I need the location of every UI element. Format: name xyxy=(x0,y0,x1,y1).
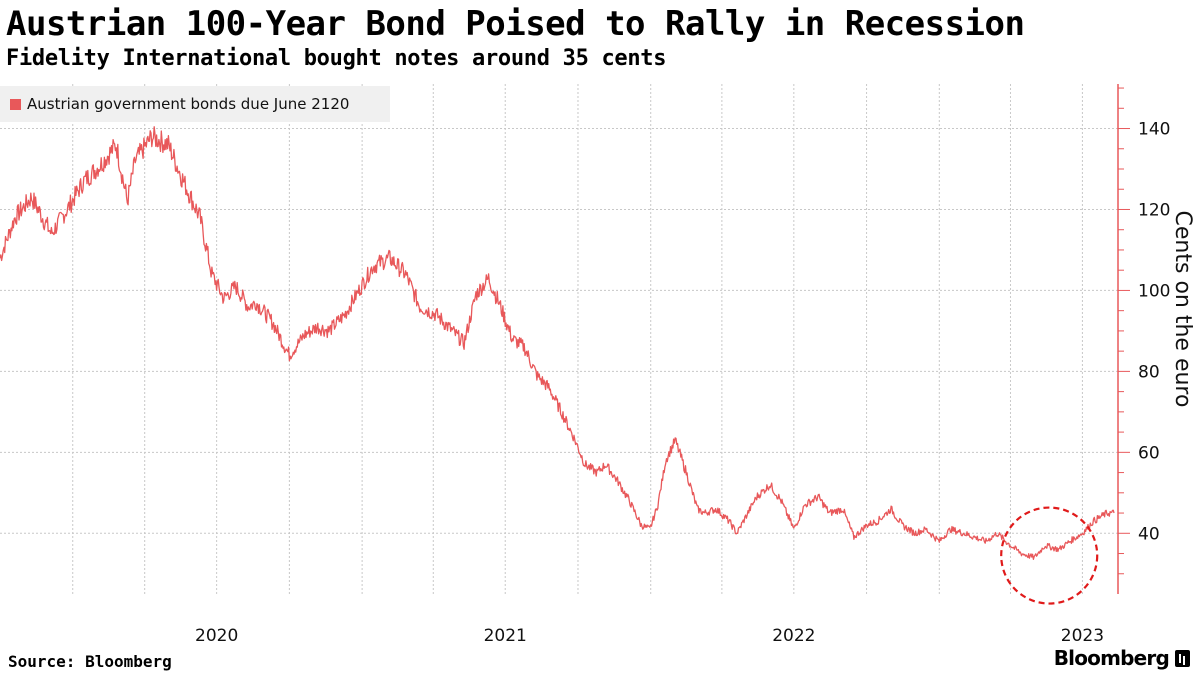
y-tick-label: 120 xyxy=(1138,200,1170,220)
x-axis-labels: 2020 2021 2022 2023 xyxy=(195,626,1104,646)
legend-label: Austrian government bonds due June 2120 xyxy=(27,95,350,113)
x-tick-label: 2020 xyxy=(195,626,238,646)
brand-name: Bloomberg xyxy=(1053,646,1170,670)
legend-swatch xyxy=(10,98,21,110)
annotation-dashed-circle xyxy=(1000,506,1099,605)
bloomberg-terminal-icon xyxy=(1175,649,1190,667)
y-axis: 40 60 80 100 120 140 xyxy=(1117,84,1170,594)
y-axis-title: Cents on the euro xyxy=(1170,211,1195,408)
y-tick-label: 40 xyxy=(1138,524,1160,544)
legend: Austrian government bonds due June 2120 xyxy=(0,86,390,122)
series-group xyxy=(0,126,1115,560)
chart-subtitle: Fidelity International bought notes arou… xyxy=(6,46,667,71)
x-tick-label: 2021 xyxy=(484,626,527,646)
x-tick-label: 2022 xyxy=(772,626,815,646)
y-tick-label: 60 xyxy=(1138,443,1160,463)
y-tick-label: 80 xyxy=(1138,362,1160,382)
series-line-austrian-2120-bond xyxy=(0,126,1115,560)
x-tick-label: 2023 xyxy=(1061,626,1104,646)
y-tick-label: 100 xyxy=(1138,281,1170,301)
source-note: Source: Bloomberg xyxy=(8,652,172,671)
brand-logo: Bloomberg xyxy=(1054,646,1190,670)
annotation-group xyxy=(1000,506,1099,605)
grid-lines xyxy=(0,84,1118,594)
chart-title: Austrian 100-Year Bond Poised to Rally i… xyxy=(6,4,1025,44)
y-tick-label: 140 xyxy=(1138,120,1170,140)
